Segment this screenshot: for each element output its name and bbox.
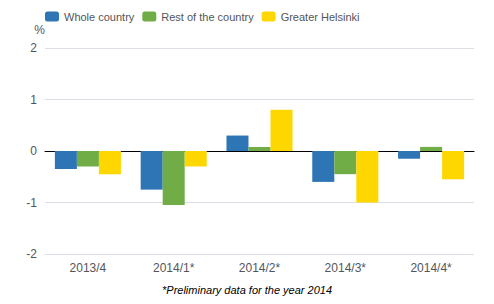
svg-text:Greater Helsinki: Greater Helsinki: [281, 11, 360, 23]
svg-text:-2: -2: [26, 247, 37, 261]
svg-text:2014/1*: 2014/1*: [153, 261, 195, 275]
svg-text:0: 0: [30, 144, 37, 158]
svg-text:Rest of the country: Rest of the country: [161, 11, 254, 23]
svg-text:2014/3*: 2014/3*: [325, 261, 367, 275]
svg-text:2014/4*: 2014/4*: [410, 261, 452, 275]
svg-text:Whole country: Whole country: [64, 11, 135, 23]
svg-text:2013/4: 2013/4: [70, 261, 107, 275]
svg-text:%: %: [34, 23, 45, 37]
svg-text:1: 1: [30, 93, 37, 107]
svg-text:*Preliminary data for the year: *Preliminary data for the year 2014: [162, 284, 332, 296]
svg-text:-1: -1: [26, 196, 37, 210]
svg-text:2: 2: [30, 41, 37, 55]
svg-text:2014/2*: 2014/2*: [239, 261, 281, 275]
